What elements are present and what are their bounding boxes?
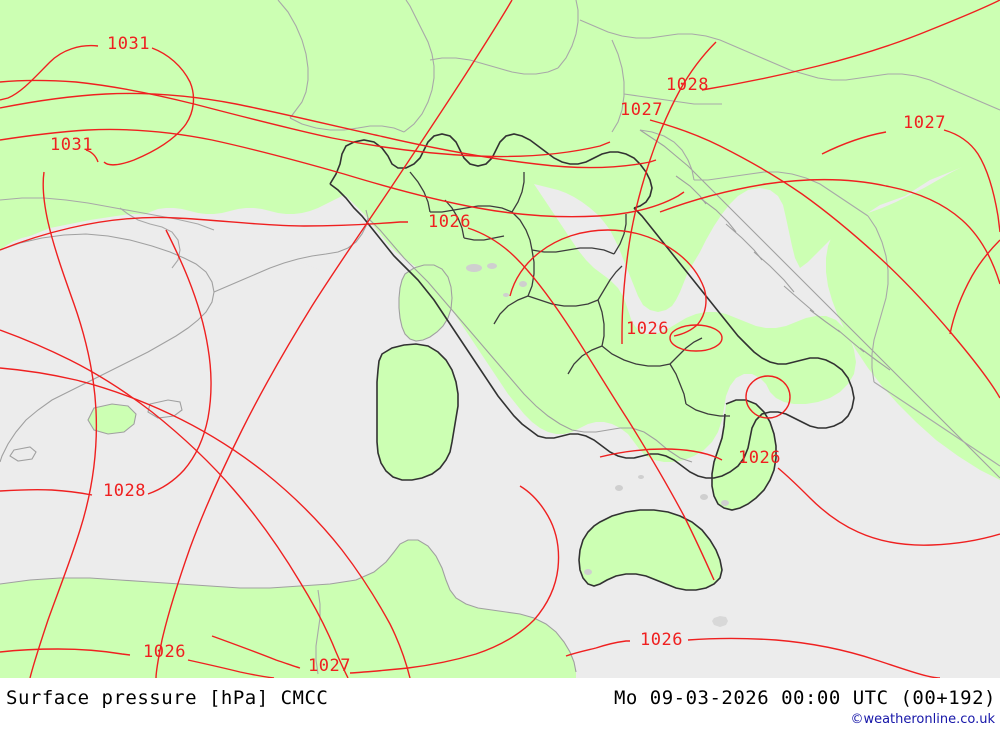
isobar-1026-liguria-right	[467, 227, 715, 581]
isobar-1027-south-left	[211, 635, 301, 669]
coastline-italy-west	[367, 217, 693, 463]
isobar-1031-lower	[29, 171, 98, 678]
isobar-label: 1027	[903, 113, 946, 133]
isobar-1026-se-tail	[565, 647, 597, 657]
coastline-gulf-lion	[213, 209, 369, 293]
isobar-1028-alt	[0, 128, 685, 218]
land-balearics	[9, 399, 183, 462]
isobar-label: 1031	[50, 135, 93, 155]
isobar-1028-main-b	[701, 0, 1000, 91]
isobar-1026-africa-right	[187, 659, 275, 678]
isobar-1026-cell-naples	[669, 324, 723, 352]
map-canvas[interactable]: 1031 1031 1028 1027 1027 1026 1026 1026 1028 1026…	[0, 0, 1000, 678]
isobar-label: 1026	[738, 448, 781, 468]
isobar-label: 1028	[103, 481, 146, 501]
coastline-north-africa	[0, 539, 577, 673]
border-italy-adriatic	[329, 183, 855, 479]
isobar-1028-sw-left	[0, 488, 93, 496]
coastline-dalmatia	[639, 129, 1000, 479]
isobar-layer	[0, 0, 1000, 678]
land-corsica	[399, 265, 452, 341]
land-sardinia	[377, 344, 458, 480]
isobar-label: 1027	[308, 656, 351, 676]
border-italy-calabria	[711, 399, 777, 511]
land-sicily	[579, 510, 722, 590]
coastline-sardinia	[376, 343, 459, 481]
land-malta	[712, 616, 728, 627]
valid-time-label: Mo 09-03-2026 00:00 UTC (00+192)	[613, 687, 996, 709]
isobar-1031-closed-b	[103, 47, 195, 166]
isobar-south-arc-2	[0, 367, 411, 678]
border-italy-alps	[329, 133, 653, 209]
pressure-contour-map[interactable]: 1031103110281027102710261026102610281026…	[0, 0, 1000, 678]
isobar-1026-adriatic	[621, 41, 717, 344]
footer-bar: Surface pressure [hPa] CMCC Mo 09-03-202…	[0, 678, 1000, 733]
isobar-1026-tyrrhenian-right	[777, 467, 1000, 546]
national-borders-layer	[0, 0, 1000, 675]
isobar-east-edge	[949, 239, 1000, 335]
isobar-1027-trieste-b	[649, 119, 1000, 399]
small-islands	[466, 263, 729, 575]
copyright-label: ©weatheronline.co.uk	[850, 712, 995, 727]
isobar-1028-main	[0, 92, 657, 169]
map-title: Surface pressure [hPa] CMCC	[6, 687, 329, 709]
land-calabria	[712, 400, 776, 510]
isobar-1027-east-label-right	[943, 129, 1000, 233]
isobar-1026-cell-calabria	[745, 375, 791, 419]
land-balkans	[826, 150, 1000, 480]
isobar-label: 1026	[428, 212, 471, 232]
isobar-label: 1026	[143, 642, 186, 662]
isobar-1026-liguria-left	[0, 216, 408, 251]
isobar-1026-tyrrhenian-left	[599, 448, 723, 461]
isobar-south-arc-1	[0, 329, 349, 678]
isobar-1027-east-label-left	[821, 131, 887, 155]
isobar-label: 1027	[620, 100, 663, 120]
land-north-africa	[0, 540, 576, 678]
isobar-1026-adriatic-b	[509, 229, 707, 337]
isobar-1027-south-right	[349, 485, 560, 674]
isobar-1026-se-left	[595, 640, 630, 649]
isobar-1028-diagonal	[155, 0, 513, 678]
isobar-1026-africa-left	[0, 648, 131, 656]
isobar-labels-group: 1031103110281027102710261026102610281026…	[50, 34, 946, 676]
coastline-layer	[0, 129, 1000, 673]
isobar-label: 1026	[626, 319, 669, 339]
isobar-label: 1031	[107, 34, 150, 54]
sea-messina-strait	[664, 460, 716, 522]
italy-border-layer	[329, 133, 855, 511]
isobar-1027-east	[659, 179, 1000, 285]
isobar-1027-trieste	[0, 79, 611, 158]
coastline-corsica	[398, 264, 453, 342]
croatian-islands	[675, 175, 891, 371]
coastline-sicily	[578, 509, 723, 591]
isobar-1028-sw-right	[147, 229, 212, 495]
isobar-label: 1028	[666, 75, 709, 95]
coastline-iberia-france	[0, 233, 215, 463]
isobar-label: 1026	[640, 630, 683, 650]
isobar-1026-se-right	[687, 637, 941, 678]
isobar-1031-lower-b	[85, 149, 99, 163]
isobar-1031-closed	[0, 44, 99, 101]
